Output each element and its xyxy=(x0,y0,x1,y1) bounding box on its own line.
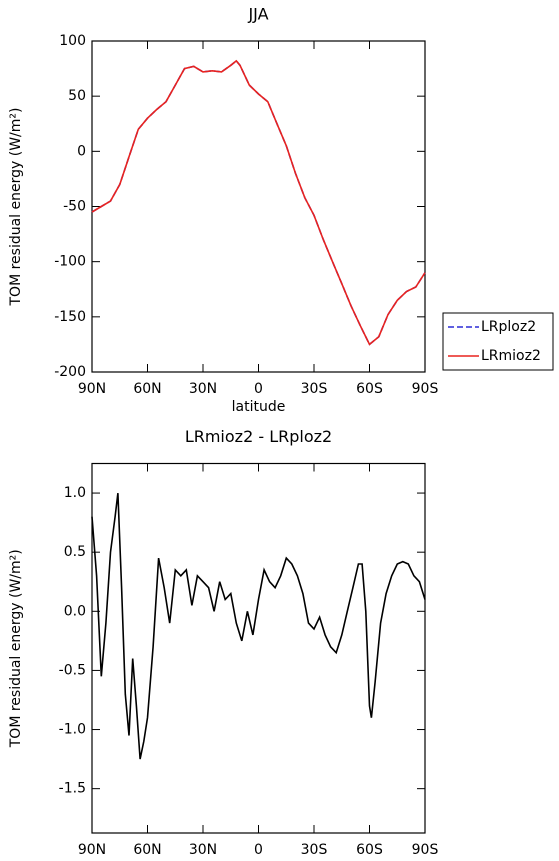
x-tick-label: 90N xyxy=(78,842,106,858)
x-tick-label: 90N xyxy=(78,381,106,397)
plot-frame xyxy=(91,462,426,834)
y-tick-label: 100 xyxy=(59,33,86,49)
data-line xyxy=(91,59,426,346)
data-line xyxy=(91,493,426,760)
x-tick-label: 60S xyxy=(356,842,383,858)
y-tick-label: -50 xyxy=(63,199,86,215)
legend-label: LRploz2 xyxy=(481,319,536,335)
x-tick-label: 30S xyxy=(301,381,328,397)
x-tick-label: 0 xyxy=(254,842,263,858)
chart-title: JJA xyxy=(247,5,268,24)
y-tick-label: -0.5 xyxy=(59,662,86,678)
chart-title: LRmioz2 - LRploz2 xyxy=(185,427,332,446)
y-tick-label: 0.5 xyxy=(64,544,86,560)
y-tick-label: -200 xyxy=(54,364,86,380)
y-tick-label: -1.5 xyxy=(59,781,86,797)
x-tick-label: 90S xyxy=(412,842,439,858)
x-axis-label: latitude xyxy=(232,399,286,415)
y-axis-label: TOM residual energy (W/m²) xyxy=(8,549,24,748)
y-axis-label: TOM residual energy (W/m²) xyxy=(8,108,24,307)
legend-label: LRmioz2 xyxy=(481,348,541,364)
y-tick-label: 1.0 xyxy=(64,485,86,501)
x-tick-label: 0 xyxy=(254,381,263,397)
y-tick-label: -100 xyxy=(54,254,86,270)
y-tick-label: -150 xyxy=(54,309,86,325)
x-tick-label: 60N xyxy=(133,842,161,858)
x-tick-label: 60S xyxy=(356,381,383,397)
x-tick-label: 90S xyxy=(412,381,439,397)
y-tick-label: 0 xyxy=(77,143,86,159)
x-tick-label: 30N xyxy=(189,842,217,858)
x-tick-label: 60N xyxy=(133,381,161,397)
y-tick-label: 50 xyxy=(68,88,86,104)
plot-frame xyxy=(91,40,426,373)
y-tick-label: -1.0 xyxy=(59,722,86,738)
y-tick-label: 0.0 xyxy=(64,603,86,619)
data-line xyxy=(91,59,426,346)
x-tick-label: 30N xyxy=(189,381,217,397)
x-tick-label: 30S xyxy=(301,842,328,858)
legend-box xyxy=(442,312,554,371)
